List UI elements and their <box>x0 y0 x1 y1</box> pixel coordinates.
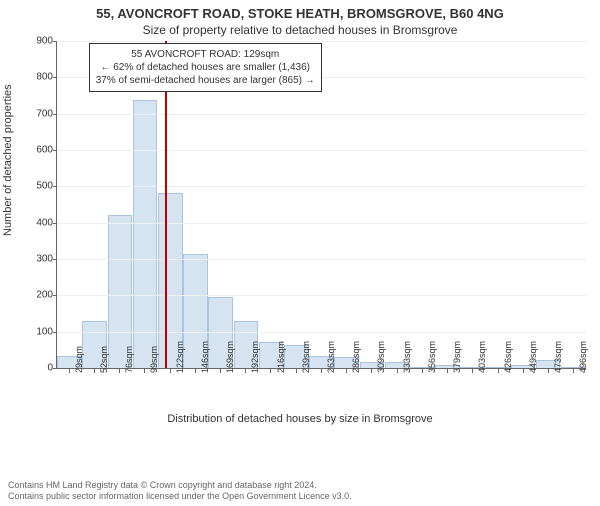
x-tick-mark <box>447 369 448 373</box>
gridline <box>57 259 586 260</box>
x-tick-mark <box>346 369 347 373</box>
x-tick-mark <box>220 369 221 373</box>
y-tick-label: 600 <box>36 145 53 156</box>
y-tick-label: 300 <box>36 254 53 265</box>
bar-slot <box>435 41 460 368</box>
y-tick-mark <box>53 223 57 224</box>
bar-slot <box>359 41 384 368</box>
x-tick-slot: 309sqm <box>359 369 384 411</box>
gridline <box>57 186 586 187</box>
y-tick-mark <box>53 295 57 296</box>
plot-area: 55 AVONCROFT ROAD: 129sqm ← 62% of detac… <box>56 41 586 369</box>
x-tick-slot: 122sqm <box>157 369 182 411</box>
x-tick-slot: 356sqm <box>409 369 434 411</box>
x-tick-slot: 496sqm <box>561 369 586 411</box>
x-axis-label: Distribution of detached houses by size … <box>0 413 600 425</box>
x-tick-mark <box>270 369 271 373</box>
bar-slot <box>536 41 561 368</box>
bar-slot <box>485 41 510 368</box>
gridline <box>57 41 586 42</box>
y-tick-label: 800 <box>36 72 53 83</box>
x-tick-mark <box>472 369 473 373</box>
x-tick-mark <box>371 369 372 373</box>
y-tick-label: 400 <box>36 217 53 228</box>
x-tick-mark <box>523 369 524 373</box>
bar-slot <box>561 41 586 368</box>
y-tick-mark <box>53 150 57 151</box>
x-tick-mark <box>144 369 145 373</box>
x-tick-mark <box>69 369 70 373</box>
footer-line2: Contains public sector information licen… <box>8 491 592 502</box>
y-tick-label: 500 <box>36 181 53 192</box>
y-tick-label: 100 <box>36 326 53 337</box>
x-tick-mark <box>397 369 398 373</box>
x-tick-slot: 473sqm <box>535 369 560 411</box>
bar-slot <box>510 41 535 368</box>
x-tick-slot: 52sqm <box>81 369 106 411</box>
footer-line1: Contains HM Land Registry data © Crown c… <box>8 480 592 491</box>
x-tick-mark <box>321 369 322 373</box>
x-tick-slot: 146sqm <box>182 369 207 411</box>
y-tick-label: 200 <box>36 290 53 301</box>
bar-slot <box>57 41 82 368</box>
y-tick-label: 900 <box>36 36 53 47</box>
bar-slot <box>410 41 435 368</box>
y-tick-mark <box>53 259 57 260</box>
annotation-line2: ← 62% of detached houses are smaller (1,… <box>96 61 315 74</box>
x-tick-slot: 333sqm <box>384 369 409 411</box>
y-tick-mark <box>53 114 57 115</box>
bar-slot <box>460 41 485 368</box>
x-tick-mark <box>119 369 120 373</box>
annotation-line3: 37% of semi-detached houses are larger (… <box>96 74 315 87</box>
y-tick-mark <box>53 77 57 78</box>
x-tick-slot: 216sqm <box>258 369 283 411</box>
gridline <box>57 114 586 115</box>
x-tick-slot: 192sqm <box>233 369 258 411</box>
x-tick-slot: 379sqm <box>435 369 460 411</box>
x-tick-slot: 169sqm <box>207 369 232 411</box>
x-tick-mark <box>548 369 549 373</box>
y-tick-mark <box>53 186 57 187</box>
bar <box>133 100 158 368</box>
x-tick-mark <box>245 369 246 373</box>
gridline <box>57 223 586 224</box>
x-tick-slot: 29sqm <box>56 369 81 411</box>
x-tick-slot: 286sqm <box>334 369 359 411</box>
x-tick-slot: 449sqm <box>510 369 535 411</box>
y-tick-mark <box>53 332 57 333</box>
bar-slot <box>384 41 409 368</box>
x-tick-mark <box>195 369 196 373</box>
x-tick-slot: 239sqm <box>283 369 308 411</box>
gridline <box>57 150 586 151</box>
x-tick-mark <box>422 369 423 373</box>
y-tick-label: 700 <box>36 108 53 119</box>
y-tick-mark <box>53 41 57 42</box>
x-tick-mark <box>94 369 95 373</box>
bar-slot <box>334 41 359 368</box>
y-axis-label: Number of detached properties <box>2 84 14 236</box>
annotation-box: 55 AVONCROFT ROAD: 129sqm ← 62% of detac… <box>89 43 322 92</box>
x-tick-mark <box>296 369 297 373</box>
gridline <box>57 332 586 333</box>
x-tick-label: 496sqm <box>578 341 588 373</box>
annotation-line1: 55 AVONCROFT ROAD: 129sqm <box>96 48 315 61</box>
chart-container: 55 AVONCROFT ROAD: 129sqm ← 62% of detac… <box>56 41 586 411</box>
x-tick-zone: 29sqm52sqm76sqm99sqm122sqm146sqm169sqm19… <box>56 369 586 411</box>
x-tick-slot: 426sqm <box>485 369 510 411</box>
page-title-line1: 55, AVONCROFT ROAD, STOKE HEATH, BROMSGR… <box>0 6 600 21</box>
page-title-line2: Size of property relative to detached ho… <box>0 23 600 37</box>
x-tick-slot: 403sqm <box>460 369 485 411</box>
x-tick-slot: 76sqm <box>106 369 131 411</box>
x-tick-mark <box>498 369 499 373</box>
x-tick-slot: 263sqm <box>308 369 333 411</box>
x-tick-mark <box>573 369 574 373</box>
x-tick-slot: 99sqm <box>132 369 157 411</box>
x-tick-mark <box>170 369 171 373</box>
footer-attribution: Contains HM Land Registry data © Crown c… <box>8 480 592 502</box>
gridline <box>57 295 586 296</box>
